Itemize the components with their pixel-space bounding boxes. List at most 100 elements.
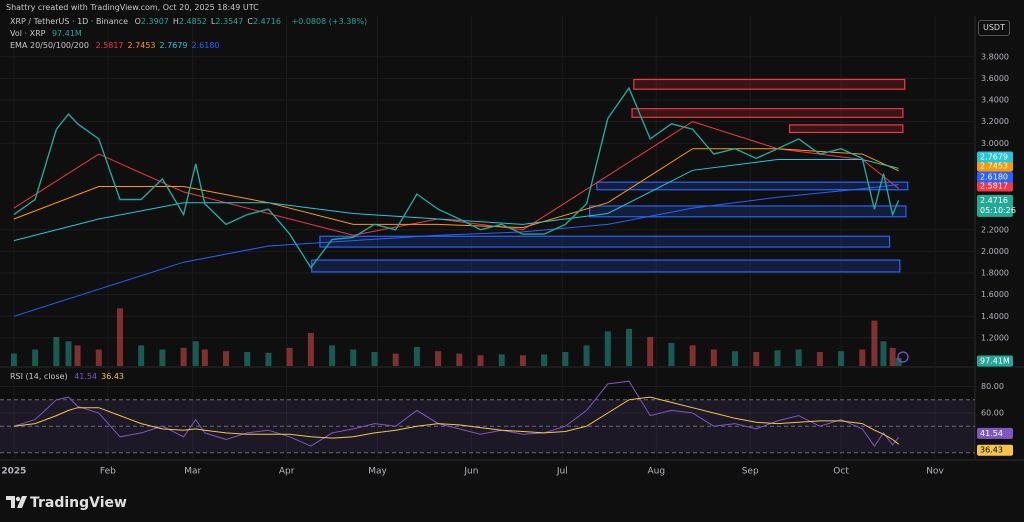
y-tick-label: 3.2000: [981, 117, 1009, 126]
volume-bar: [625, 328, 632, 366]
ohlc-key: O: [134, 17, 141, 26]
volume-bar: [286, 347, 293, 366]
volume-bar: [180, 347, 187, 366]
price-tag: [977, 194, 1013, 217]
ohlc-key: H: [172, 17, 179, 26]
x-tick-label: May: [368, 467, 387, 477]
volume-bar: [392, 353, 399, 366]
volume-bar: [371, 351, 378, 366]
legend-rsi: RSI (14, close) 41.54 36.43: [10, 372, 132, 381]
zone: [788, 124, 904, 134]
price-tag-label: 2.7679: [980, 153, 1008, 162]
price-tag-label: 2.4716: [980, 196, 1008, 205]
y-tick-label: 3.4000: [981, 96, 1009, 105]
y-tick-label: 3.6000: [981, 74, 1009, 83]
chart: 97.41M2.58172.74532.76792.61802.471605:1…: [0, 16, 1024, 477]
legend-volume: Vol · XRP 97.41M: [10, 29, 90, 38]
countdown: 05:10:26: [980, 206, 1016, 215]
rsi-line: [13, 380, 899, 447]
rsi-band: [0, 399, 975, 453]
x-tick-label: Jul: [556, 467, 568, 477]
price-tag: [977, 160, 1013, 172]
volume-bar: [477, 355, 484, 366]
price-tag-label: 36.43: [980, 446, 1003, 455]
ohlc-key: C: [247, 17, 253, 26]
y-tick-label: 1.6000: [981, 290, 1009, 299]
volume-bar: [498, 354, 505, 366]
volume-bar: [435, 351, 442, 366]
zone: [311, 259, 901, 273]
logo-shape: [6, 496, 27, 508]
price-tag-label: 41.54: [980, 429, 1003, 438]
logo: [6, 496, 27, 508]
volume-bar: [859, 349, 866, 366]
volume-bar: [541, 354, 548, 366]
volume-bar: [350, 349, 357, 366]
volume-bar: [74, 345, 81, 366]
y-tick-label: 60.00: [981, 409, 1004, 418]
volume-bar: [329, 345, 336, 366]
ema-values: 2.5817 2.7453 2.7679 2.6180: [96, 41, 224, 50]
rsi-value: 36.43: [101, 372, 125, 381]
price-tag: [977, 355, 1013, 367]
volume-bar: [647, 337, 654, 366]
volume-bar: [889, 347, 896, 366]
y-tick-label: 1.2000: [981, 333, 1009, 342]
volume-bar: [223, 351, 230, 366]
ema-value: 2.7679: [159, 41, 188, 50]
volume-bar: [710, 349, 717, 366]
legend-price: XRP / TetherUS · 1D · Binance O2.3907 H2.…: [10, 17, 371, 26]
x-tick-label: 2025: [1, 467, 26, 477]
x-tick-label: Jun: [463, 467, 478, 477]
volume-bar: [138, 345, 145, 366]
change: +0.0808 (+3.38%): [291, 17, 368, 26]
currency-button[interactable]: USDT: [978, 20, 1010, 36]
ema-line: [13, 159, 899, 242]
x-tick-label: Feb: [100, 467, 116, 477]
zone: [631, 108, 904, 118]
volume-bar: [10, 353, 17, 366]
price-line: [13, 86, 900, 269]
credit: Shattry created with TradingView.com, Oc…: [6, 3, 259, 12]
volume-bar: [732, 351, 739, 366]
logo-dot: [15, 496, 21, 502]
volume-bar: [583, 345, 590, 366]
plot: [0, 78, 975, 454]
volume-bar: [795, 349, 802, 366]
ohlc-value: 2.4716: [252, 17, 281, 26]
y-tick-label: 1.8000: [981, 269, 1009, 278]
ema-line: [13, 121, 899, 236]
ema-value: 2.6180: [191, 41, 220, 50]
volume-bar: [774, 350, 781, 366]
x-tick-label: Apr: [279, 467, 295, 477]
volume-bar: [668, 342, 675, 366]
price-tag: [977, 151, 1013, 163]
ema-value: 2.5817: [95, 41, 124, 50]
zone: [319, 235, 891, 248]
volume-value: 97.41M: [52, 29, 86, 38]
volume-bar: [838, 351, 845, 366]
volume-bar: [880, 341, 887, 366]
price-tag: [977, 180, 1013, 192]
volume-bar: [201, 349, 208, 366]
price-tag-label: 2.7453: [980, 162, 1008, 171]
ohlc-value: 2.3547: [215, 17, 244, 26]
ema-line: [13, 184, 899, 317]
volume-bar: [65, 341, 72, 366]
ohlc-key: L: [210, 17, 216, 26]
volume-bar: [265, 352, 272, 366]
symbol: XRP / TetherUS · 1D · Binance: [10, 17, 129, 26]
price-tag-label: 2.6180: [980, 173, 1008, 182]
volume-bar: [456, 353, 463, 366]
rsi-values: 41.54 36.43: [74, 372, 128, 381]
ema-line: [13, 148, 899, 229]
x-tick-label: Aug: [647, 467, 665, 477]
zone: [589, 205, 907, 218]
rsi-value: 41.54: [74, 372, 98, 381]
ohlc: O2.3907 H2.4852 L2.3547 C2.4716: [135, 17, 285, 26]
ema-value: 2.7453: [127, 41, 156, 50]
price-tag: [977, 444, 1013, 456]
x-tick-label: Oct: [833, 467, 849, 477]
x-tick-label: Nov: [926, 467, 944, 477]
rsi-line: [13, 396, 899, 445]
